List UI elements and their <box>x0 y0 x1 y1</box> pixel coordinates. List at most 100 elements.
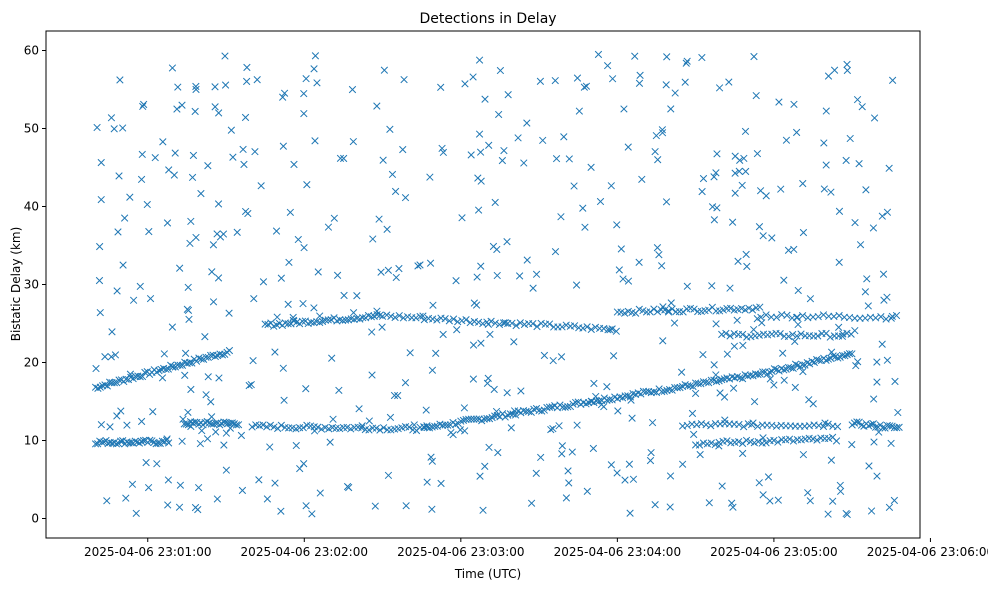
data-point <box>890 496 899 505</box>
data-point <box>143 200 151 209</box>
data-point <box>827 188 835 196</box>
data-point <box>272 227 281 235</box>
data-point <box>300 109 308 118</box>
data-point <box>532 270 541 278</box>
data-point <box>369 235 377 243</box>
data-point <box>595 397 603 405</box>
data-point <box>766 375 774 383</box>
data-point <box>213 230 221 238</box>
data-point <box>754 422 762 431</box>
data-point <box>646 456 655 465</box>
data-point <box>621 309 629 317</box>
data-point <box>799 179 807 188</box>
data-point <box>755 479 763 487</box>
data-point <box>176 481 185 489</box>
data-point <box>192 85 200 94</box>
data-point <box>453 326 461 334</box>
data-point <box>373 102 381 110</box>
data-point <box>405 423 413 431</box>
data-point <box>617 245 625 253</box>
data-point <box>211 83 219 91</box>
data-point <box>712 320 720 328</box>
data-point <box>878 212 886 220</box>
data-point <box>388 170 397 179</box>
data-point <box>146 436 154 444</box>
data-point <box>184 283 192 291</box>
data-point <box>536 77 545 85</box>
data-point <box>477 339 485 347</box>
data-point <box>345 483 353 492</box>
data-point <box>426 259 435 267</box>
data-point <box>454 318 462 326</box>
data-point <box>481 95 489 103</box>
data-point <box>843 66 852 75</box>
data-point <box>774 438 782 446</box>
data-point <box>300 89 308 98</box>
data-point <box>372 424 380 432</box>
data-point <box>662 81 670 89</box>
data-point <box>759 368 767 376</box>
data-point <box>702 421 710 429</box>
data-point <box>651 501 659 509</box>
data-point <box>178 101 186 109</box>
data-point <box>182 420 191 428</box>
data-point <box>476 148 485 156</box>
data-point <box>871 423 880 431</box>
data-point <box>113 287 121 295</box>
data-point <box>885 503 894 512</box>
data-point <box>426 173 434 181</box>
y-tick-label: 0 <box>31 512 39 526</box>
data-point <box>321 316 330 324</box>
data-point <box>492 407 501 416</box>
data-point <box>428 315 437 323</box>
data-point <box>552 154 561 163</box>
data-point <box>726 332 734 340</box>
data-point <box>780 276 788 284</box>
data-point <box>139 436 148 445</box>
data-point <box>562 321 570 329</box>
data-point <box>833 422 842 431</box>
data-point <box>688 409 697 418</box>
data-point <box>466 318 474 327</box>
data-point <box>391 313 399 322</box>
data-point <box>419 312 427 320</box>
data-point <box>92 364 100 373</box>
data-point <box>151 154 159 162</box>
data-point <box>358 422 366 430</box>
data-point <box>629 475 638 483</box>
data-point <box>336 154 345 162</box>
data-point <box>527 499 536 507</box>
data-point <box>863 275 871 283</box>
data-point <box>384 471 393 480</box>
data-point <box>192 357 201 365</box>
data-point <box>571 398 580 407</box>
data-point <box>429 301 437 309</box>
data-point <box>186 239 194 248</box>
data-point <box>365 417 374 425</box>
data-point <box>799 228 808 237</box>
data-point <box>663 53 671 61</box>
data-point <box>241 207 250 216</box>
data-point <box>691 389 700 398</box>
data-point <box>690 305 698 313</box>
data-point <box>399 145 407 154</box>
data-point <box>108 328 116 336</box>
data-point <box>726 284 734 292</box>
data-point <box>214 274 223 282</box>
data-point <box>119 261 127 269</box>
data-point <box>747 420 756 429</box>
data-point <box>112 440 121 448</box>
data-point <box>163 219 172 227</box>
data-point <box>891 377 899 386</box>
data-point <box>762 311 770 319</box>
data-point <box>373 307 381 315</box>
data-point <box>843 60 851 69</box>
data-point <box>507 424 515 432</box>
y-axis-label: Bistatic Delay (km) <box>9 227 23 342</box>
data-point <box>243 63 251 72</box>
data-point <box>893 423 901 432</box>
data-point <box>168 64 177 72</box>
data-point <box>562 494 571 502</box>
data-point <box>718 330 726 339</box>
